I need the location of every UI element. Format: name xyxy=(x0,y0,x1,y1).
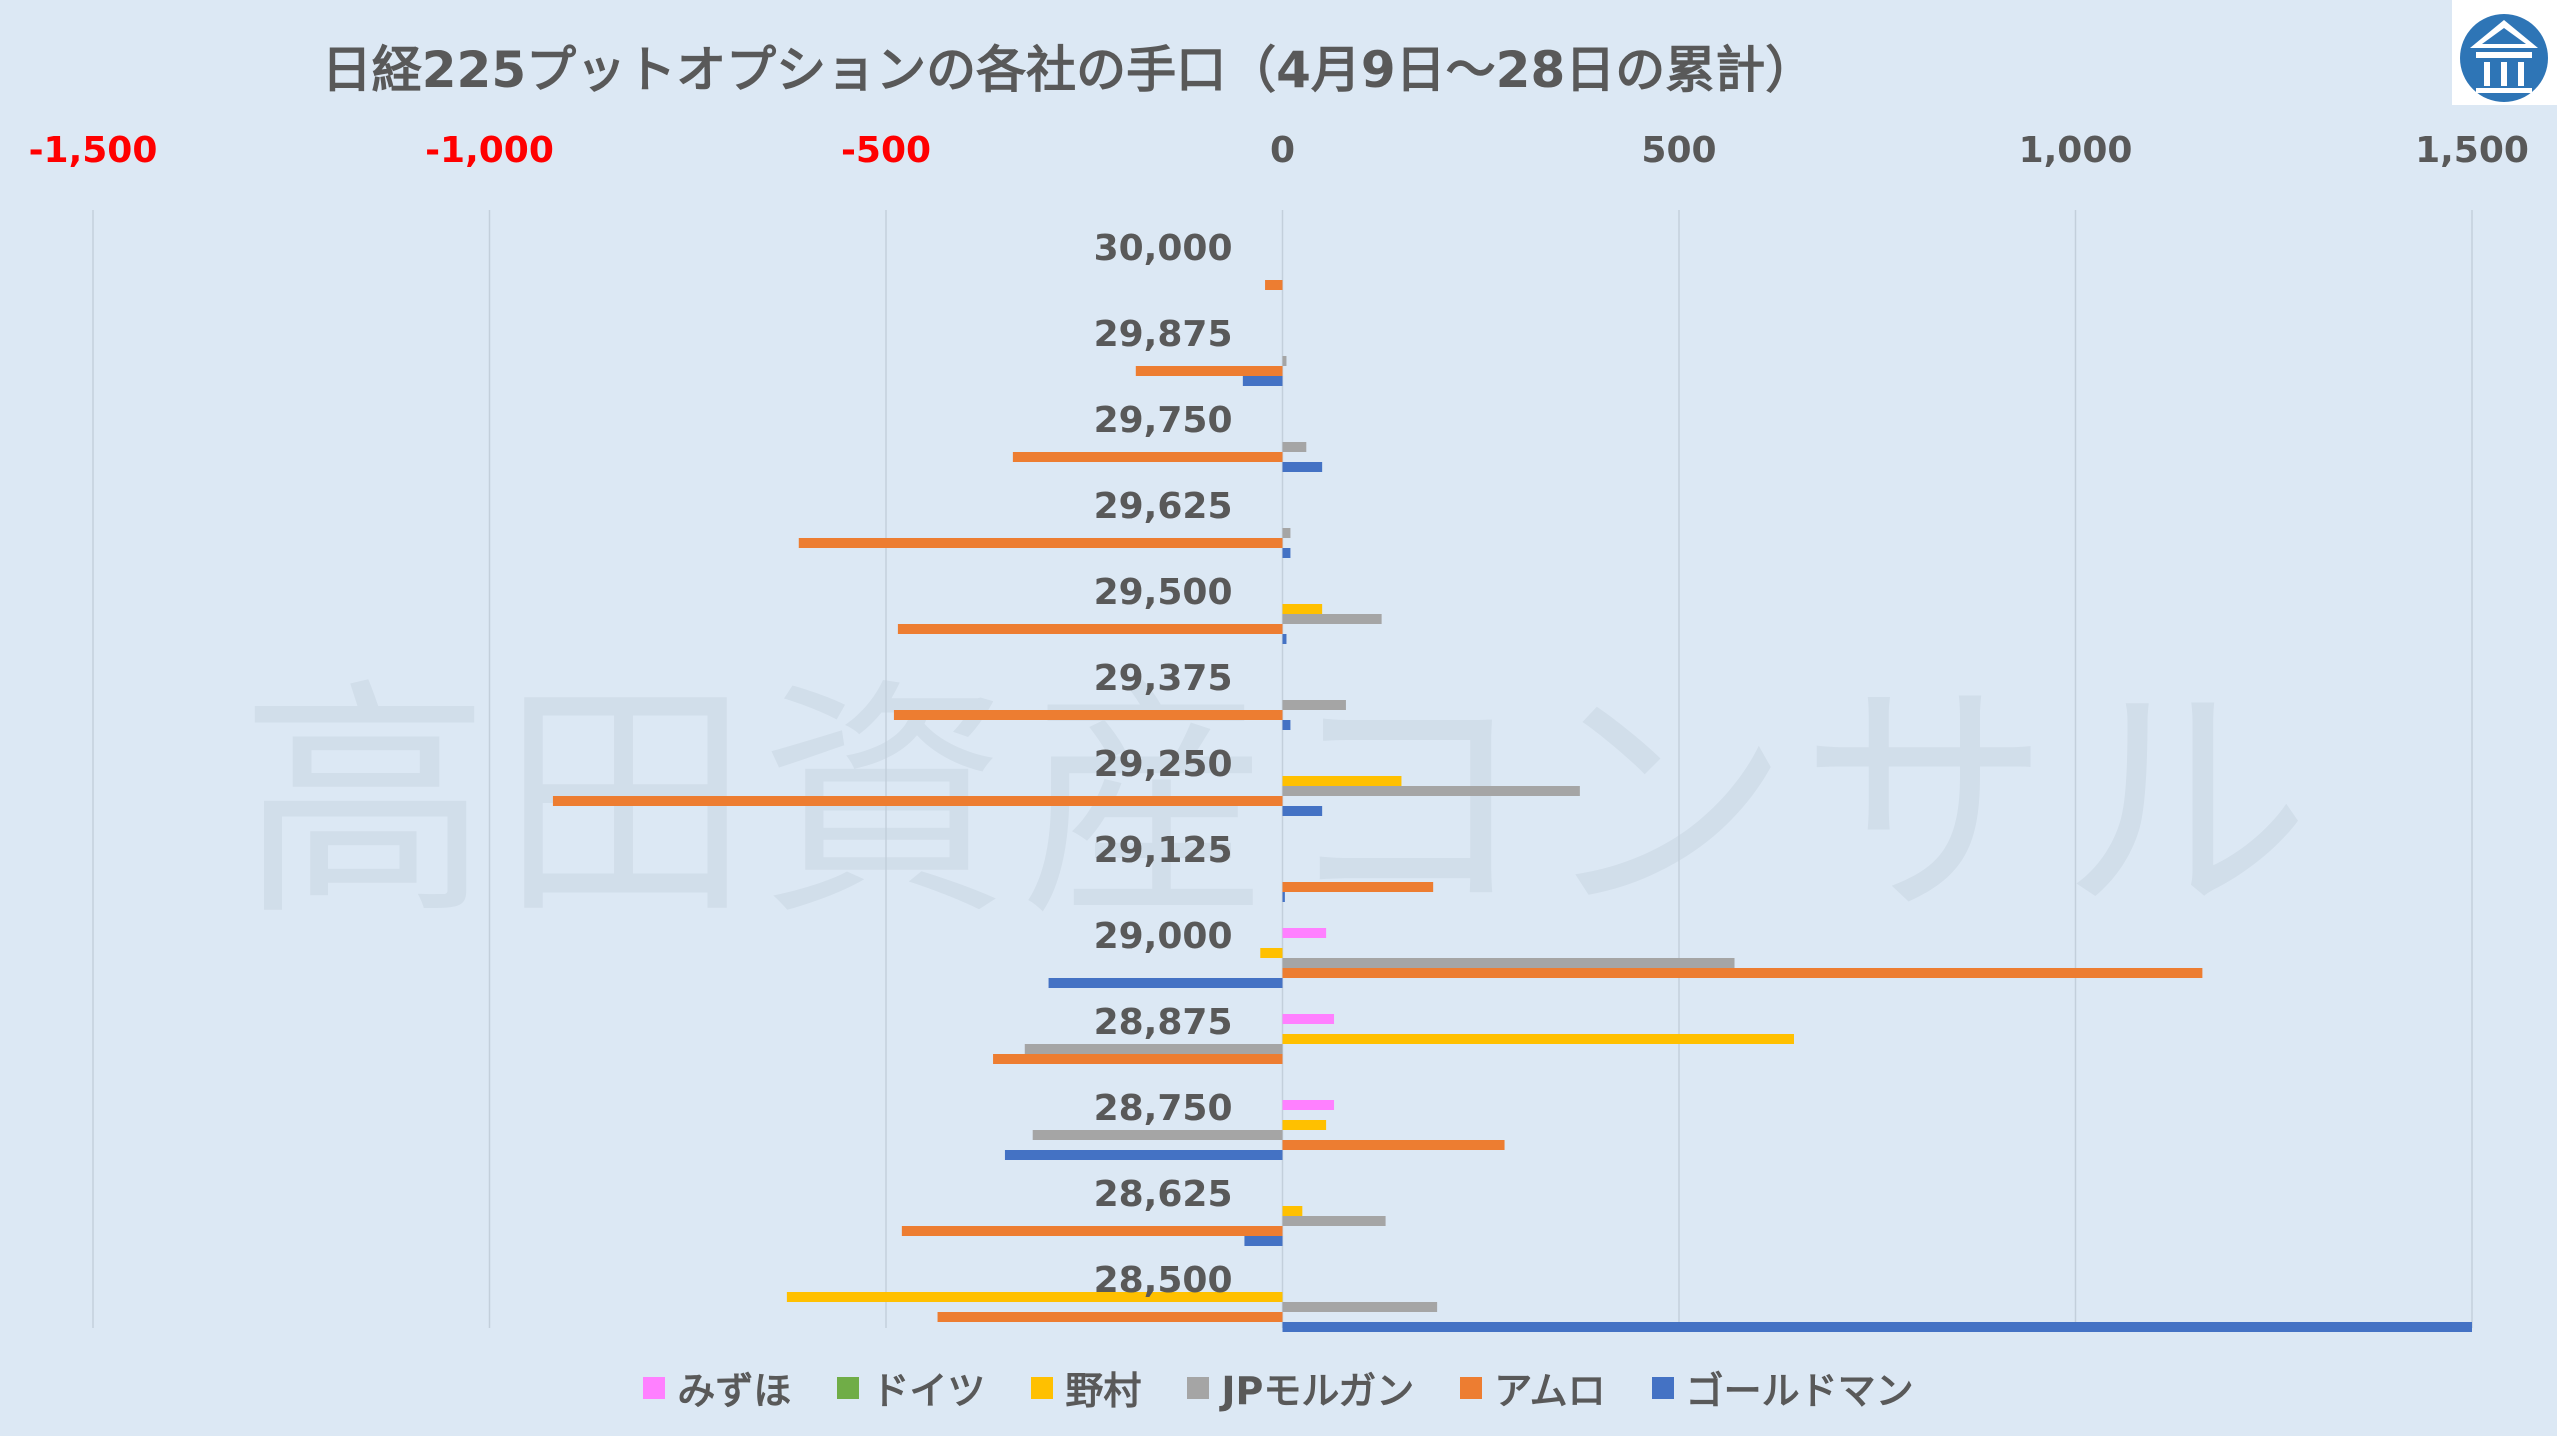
legend-swatch xyxy=(1651,1376,1674,1399)
bar-4-12 xyxy=(937,1312,1283,1322)
x-tick-label: 1,000 xyxy=(2019,130,2133,171)
bar-5-5 xyxy=(1282,720,1291,730)
bar-2-10 xyxy=(1282,1120,1327,1130)
bar-2-8 xyxy=(1260,948,1283,958)
bar-2-6 xyxy=(1282,776,1402,786)
bar-4-2 xyxy=(1012,452,1283,462)
bar-3-8 xyxy=(1282,958,1735,968)
bar-0-10 xyxy=(1282,1100,1335,1110)
bar-3-10 xyxy=(1032,1130,1283,1140)
bar-5-10 xyxy=(1004,1150,1283,1160)
bar-2-4 xyxy=(1282,604,1323,614)
category-label: 28,500 xyxy=(1094,1260,1233,1301)
x-tick-label: -500 xyxy=(841,130,931,171)
bar-4-0 xyxy=(1265,280,1283,290)
legend-swatch xyxy=(643,1376,666,1399)
bar-5-12 xyxy=(1282,1322,2472,1332)
bar-3-4 xyxy=(1282,614,1382,624)
bar-3-1 xyxy=(1282,356,1287,366)
x-tick-label: 500 xyxy=(1641,130,1716,171)
legend-item: JPモルガン xyxy=(1187,1360,1414,1415)
category-label: 29,875 xyxy=(1094,314,1233,355)
bar-5-3 xyxy=(1282,548,1291,558)
category-label: 28,625 xyxy=(1094,1174,1233,1215)
bar-5-4 xyxy=(1282,634,1287,644)
legend-swatch xyxy=(1460,1376,1483,1399)
legend-label: JPモルガン xyxy=(1221,1369,1415,1413)
bar-3-6 xyxy=(1282,786,1580,796)
bar-3-12 xyxy=(1282,1302,1438,1312)
legend-item: ゴールドマン xyxy=(1651,1360,1914,1415)
category-label: 29,625 xyxy=(1094,486,1233,527)
category-label: 29,000 xyxy=(1094,916,1233,957)
legend-item: アムロ xyxy=(1460,1360,1606,1415)
bar-4-3 xyxy=(798,538,1283,548)
bar-4-4 xyxy=(897,624,1283,634)
chart-legend: みずほ ドイツ 野村 JPモルガン アムロ ゴールドマン xyxy=(0,1360,2557,1415)
bar-3-2 xyxy=(1282,442,1307,452)
bar-4-7 xyxy=(1282,882,1434,892)
bar-5-11 xyxy=(1244,1236,1283,1246)
bar-4-1 xyxy=(1135,366,1283,376)
bar-2-12 xyxy=(786,1292,1283,1302)
category-label: 29,750 xyxy=(1094,400,1233,441)
bar-5-7 xyxy=(1282,892,1285,902)
bar-3-9 xyxy=(1024,1044,1283,1054)
bar-4-5 xyxy=(893,710,1283,720)
x-tick-label: 0 xyxy=(1270,130,1295,171)
bar-0-9 xyxy=(1282,1014,1335,1024)
bar-4-9 xyxy=(993,1054,1283,1064)
x-tick-label: 1,500 xyxy=(2415,130,2529,171)
category-label: 29,375 xyxy=(1094,658,1233,699)
bar-4-11 xyxy=(901,1226,1283,1236)
category-label: 28,875 xyxy=(1094,1002,1233,1043)
legend-label: アムロ xyxy=(1494,1369,1606,1413)
bar-3-5 xyxy=(1282,700,1346,710)
bar-4-6 xyxy=(552,796,1283,806)
bar-2-11 xyxy=(1282,1206,1303,1216)
legend-item: ドイツ xyxy=(837,1360,985,1415)
legend-swatch xyxy=(837,1376,860,1399)
category-label: 30,000 xyxy=(1094,228,1233,269)
legend-label: ドイツ xyxy=(871,1369,986,1413)
bar-5-2 xyxy=(1282,462,1323,472)
bar-4-10 xyxy=(1282,1140,1505,1150)
x-tick-label: -1,000 xyxy=(425,130,554,171)
legend-label: 野村 xyxy=(1065,1369,1142,1413)
bar-2-9 xyxy=(1282,1034,1794,1044)
bar-5-1 xyxy=(1242,376,1283,386)
x-tick-label: -1,500 xyxy=(29,130,158,171)
legend-item: 野村 xyxy=(1031,1360,1141,1415)
bar-5-8 xyxy=(1048,978,1283,988)
legend-label: みずほ xyxy=(677,1369,792,1413)
bar-4-8 xyxy=(1282,968,2203,978)
bar-3-3 xyxy=(1282,528,1291,538)
category-label: 29,125 xyxy=(1094,830,1233,871)
category-label: 28,750 xyxy=(1094,1088,1233,1129)
chart-title: 日経225プットオプションの各社の手口（4月9日〜28日の累計） xyxy=(321,41,1816,99)
legend-swatch xyxy=(1031,1376,1054,1399)
bar-3-11 xyxy=(1282,1216,1386,1226)
legend-label: ゴールドマン xyxy=(1685,1369,1914,1413)
logo-icon xyxy=(2452,0,2557,105)
bar-0-8 xyxy=(1282,928,1327,938)
category-label: 29,500 xyxy=(1094,572,1233,613)
legend-swatch xyxy=(1187,1376,1210,1399)
bar-5-6 xyxy=(1282,806,1323,816)
legend-item: みずほ xyxy=(643,1360,791,1415)
category-label: 29,250 xyxy=(1094,744,1233,785)
